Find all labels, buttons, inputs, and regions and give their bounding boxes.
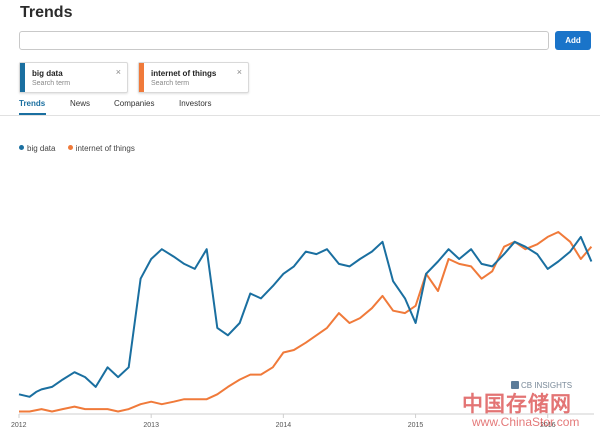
close-icon[interactable]: × [236,67,242,77]
legend-item-big-data[interactable]: big data [19,144,55,153]
cb-logo-icon [511,381,519,389]
tab-companies[interactable]: Companies [114,99,155,108]
chart-legend: big data internet of things [19,144,145,153]
legend-dot [19,145,24,150]
x-tick-label: 2014 [276,422,292,429]
legend-dot [67,145,73,150]
legend-label: internet of things [75,144,135,153]
term-subtitle: Search term [151,80,190,87]
term-color-bar [20,63,25,92]
x-tick-label: 2016 [540,422,556,429]
term-color-bar [139,63,144,92]
legend-label: big data [27,144,56,153]
add-button[interactable]: Add [555,31,591,50]
tab-trends[interactable]: Trends [19,99,46,108]
cb-insights-logo: CB INSIGHTS [511,381,572,390]
tab-bar: Trends News Companies Investors [0,96,600,116]
active-tab-indicator [19,113,46,115]
x-tick-label: 2015 [408,422,424,429]
series-line-big-data[interactable] [18,235,593,398]
x-tick-label: 2012 [11,422,27,429]
page-title: Trends [20,4,73,21]
term-name: big data [32,69,63,78]
tab-news[interactable]: News [70,99,91,108]
brand-text: CB INSIGHTS [521,381,573,390]
legend-item-internet-of-things[interactable]: internet of things [67,144,135,153]
series-line-internet-of-things[interactable] [19,231,593,413]
term-card-big-data[interactable]: big data Search term × [19,62,128,93]
watermark-url: www.ChinaStor.com [472,415,580,429]
term-card-internet-of-things[interactable]: internet of things Search term × [138,62,249,93]
term-name: internet of things [151,69,217,78]
search-input[interactable] [19,31,549,50]
watermark-text: 中国存储网 [462,392,572,416]
close-icon[interactable]: × [115,67,121,77]
term-subtitle: Search term [32,80,71,87]
tab-investors[interactable]: Investors [179,99,212,108]
trend-chart: 2012 2013 2014 2015 2016 [11,231,594,429]
x-tick-label: 2013 [143,422,159,429]
